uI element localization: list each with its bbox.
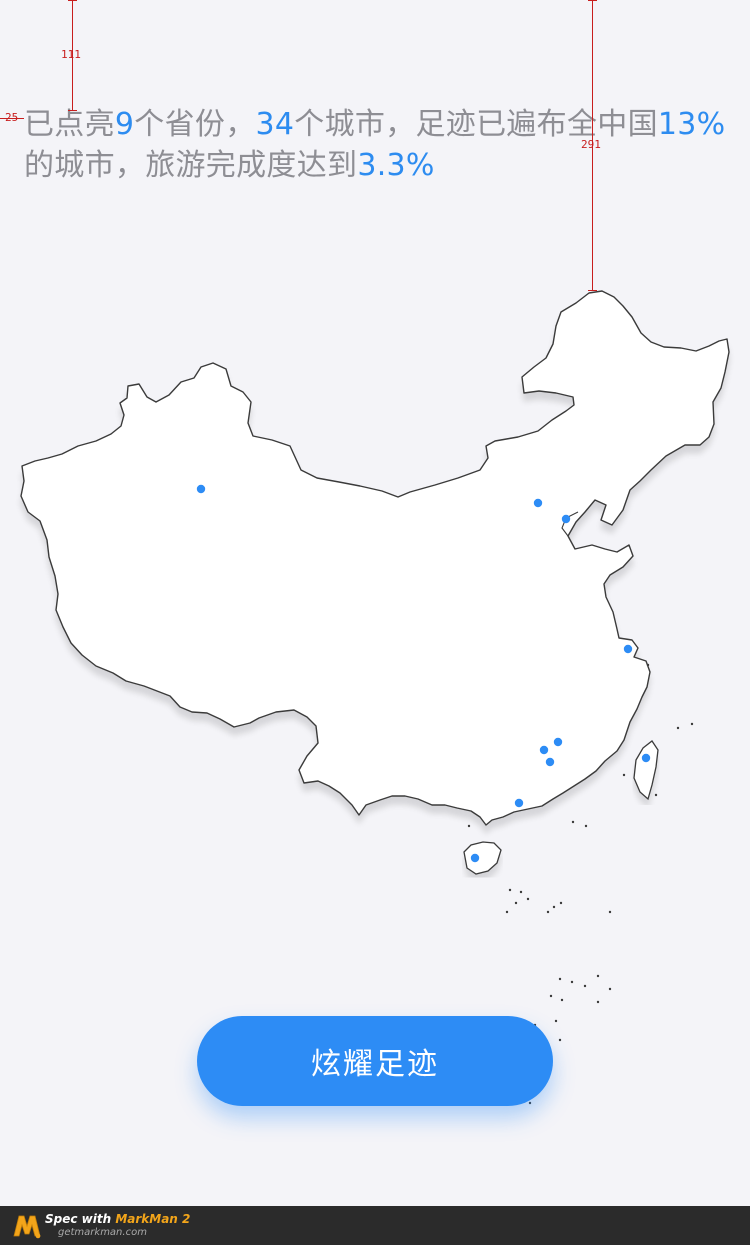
markman-url[interactable]: getmarkman.com: [58, 1227, 147, 1238]
marker-city-c: [545, 757, 555, 767]
markman-logo-icon: [13, 1215, 41, 1239]
south-sea-islands: [467, 663, 694, 1105]
footprint-summary: 已点亮9个省份，34个城市，足迹已遍布全中国13% 的城市，旅游完成度达到3.3%: [24, 104, 732, 186]
spec-label-side: 25: [5, 111, 19, 124]
spec-guide-left-line: [72, 0, 73, 111]
markman-title: Spec with MarkMan 2: [45, 1212, 190, 1226]
visited-markers: [196, 484, 651, 863]
completion-percent: 3.3%: [357, 148, 435, 183]
markman-footer: Spec with MarkMan 2 getmarkman.com: [0, 1206, 750, 1245]
summary-text-3: 个城市，足迹已遍布全中国: [294, 107, 658, 142]
spec-guide-side-line: [0, 118, 24, 119]
spec-guide-right-cap: [588, 290, 597, 291]
summary-text-1: 已点亮: [24, 107, 115, 142]
city-count: 34: [255, 107, 295, 142]
marker-city-b: [539, 745, 549, 755]
summary-text-2: 个省份，: [134, 107, 256, 142]
spec-label-right: 291: [581, 138, 601, 151]
spec-label-left: 111: [61, 48, 81, 61]
marker-city-a: [553, 737, 563, 747]
province-count: 9: [114, 107, 135, 142]
spec-guide-left-cap-top: [68, 0, 77, 1]
marker-taipei: [641, 753, 651, 763]
summary-text-4: 的城市，旅游完成度达到: [24, 148, 358, 183]
marker-shanghai: [623, 644, 633, 654]
coverage-percent: 13%: [657, 107, 726, 142]
spec-guide-left-cap: [68, 110, 77, 111]
marker-guangzhou: [514, 798, 524, 808]
hainan-shape: [463, 841, 502, 875]
markman-brand: MarkMan 2: [115, 1212, 191, 1226]
spec-guide-right-cap-top: [588, 0, 597, 1]
show-footprint-button[interactable]: 炫耀足迹: [197, 1016, 553, 1106]
markman-title-prefix: Spec with: [45, 1212, 116, 1226]
mainland-shape: [20, 290, 730, 826]
marker-beijing: [533, 498, 543, 508]
marker-urumqi: [196, 484, 206, 494]
taiwan-shape: [633, 740, 659, 801]
marker-tianjin: [561, 514, 571, 524]
bohai-line: [561, 511, 579, 537]
marker-haikou: [470, 853, 480, 863]
spec-guide-right-line: [592, 0, 593, 291]
